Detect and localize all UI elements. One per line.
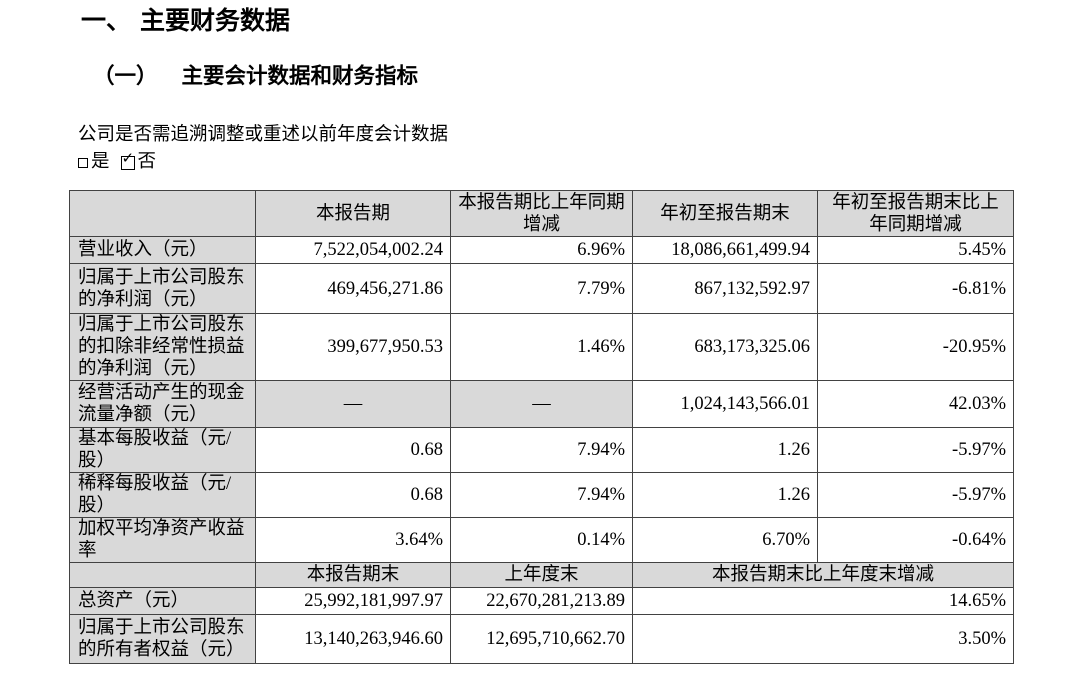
value-cell: 42.03% xyxy=(817,380,1014,428)
col-header-end-of-period: 本报告期末 xyxy=(255,562,451,588)
value-cell: 3.50% xyxy=(632,614,1014,664)
value-cell: 1,024,143,566.01 xyxy=(632,380,818,428)
value-cell: 469,456,271.86 xyxy=(255,263,451,314)
table-row-basic-eps: 基本每股收益（元/股） 0.68 7.94% 1.26 -5.97% xyxy=(69,427,1014,473)
option-yes: 是 xyxy=(78,151,110,174)
option-yes-label: 是 xyxy=(91,152,110,172)
col-header-ytd: 年初至报告期末 xyxy=(632,190,818,237)
value-cell: 22,670,281,213.89 xyxy=(450,587,633,615)
row-label: 总资产（元） xyxy=(69,587,256,615)
col-header-end-of-prev-year: 上年度末 xyxy=(450,562,633,588)
col-header-end-vs-prev-year-change: 本报告期末比上年度末增减 xyxy=(632,562,1014,588)
value-cell: 12,695,710,662.70 xyxy=(450,614,633,664)
option-no-label: 否 xyxy=(137,152,157,172)
row-label: 加权平均净资产收益率 xyxy=(69,517,256,563)
value-cell: 1.46% xyxy=(450,313,633,381)
section-number: 一、 xyxy=(81,8,132,35)
value-cell-dash: — xyxy=(255,380,451,428)
row-label: 稀释每股收益（元/股） xyxy=(69,472,256,518)
table-row-net-profit: 归属于上市公司股东的净利润（元） 469,456,271.86 7.79% 86… xyxy=(69,263,1014,314)
value-cell: 13,140,263,946.60 xyxy=(255,614,451,664)
value-cell: 6.96% xyxy=(450,236,633,264)
value-cell: 0.14% xyxy=(450,517,633,563)
section-title: 一、 主要财务数据 xyxy=(81,7,290,37)
restatement-options: 是 ✓ 否 xyxy=(78,150,157,174)
subsection-title-text: 主要会计数据和财务指标 xyxy=(181,64,419,88)
value-cell: 6.70% xyxy=(632,517,818,563)
row-label: 经营活动产生的现金流量净额（元） xyxy=(69,380,256,428)
col-header-blank xyxy=(69,562,256,588)
table-header-row-period: 本报告期 本报告期比上年同期增减 年初至报告期末 年初至报告期末比上年同期增减 xyxy=(69,190,1014,237)
value-cell: 25,992,181,997.97 xyxy=(255,587,451,615)
restatement-question: 公司是否需追溯调整或重述以前年度会计数据 xyxy=(78,125,449,145)
section-title-text: 主要财务数据 xyxy=(140,8,291,35)
table-header-row-balance: 本报告期末 上年度末 本报告期末比上年度末增减 xyxy=(69,562,1014,588)
value-cell: 1.26 xyxy=(632,472,818,518)
row-label: 归属于上市公司股东的扣除非经常性损益的净利润（元） xyxy=(69,313,256,381)
table-row-deducted-net-profit: 归属于上市公司股东的扣除非经常性损益的净利润（元） 399,677,950.53… xyxy=(69,313,1014,381)
value-cell: -6.81% xyxy=(817,263,1014,314)
value-cell: -20.95% xyxy=(817,313,1014,381)
col-header-period-yoy-change: 本报告期比上年同期增减 xyxy=(450,190,633,237)
value-cell: 7.94% xyxy=(450,427,633,473)
checkbox-unchecked-icon xyxy=(78,157,88,168)
value-cell-dash: — xyxy=(450,380,633,428)
value-cell: 0.68 xyxy=(255,427,451,473)
value-cell: 7.94% xyxy=(450,472,633,518)
table-row-total-assets: 总资产（元） 25,992,181,997.97 22,670,281,213.… xyxy=(69,587,1014,615)
value-cell: 683,173,325.06 xyxy=(632,313,818,381)
col-header-blank xyxy=(69,190,256,237)
value-cell: 0.68 xyxy=(255,472,451,518)
option-no: ✓ 否 xyxy=(120,150,157,174)
table-row-operating-cash-flow: 经营活动产生的现金流量净额（元） — — 1,024,143,566.01 42… xyxy=(69,380,1014,428)
value-cell: 7,522,054,002.24 xyxy=(255,236,451,264)
col-header-ytd-yoy-change: 年初至报告期末比上年同期增减 xyxy=(817,190,1014,237)
value-cell: -5.97% xyxy=(817,472,1014,518)
value-cell: 18,086,661,499.94 xyxy=(632,236,818,264)
check-mark-icon: ✓ xyxy=(121,148,135,167)
subsection-title: （一） 主要会计数据和财务指标 xyxy=(93,62,418,90)
table-row-weighted-avg-roe: 加权平均净资产收益率 3.64% 0.14% 6.70% -0.64% xyxy=(69,517,1014,563)
row-label: 营业收入（元） xyxy=(69,236,256,264)
subsection-number: （一） xyxy=(93,64,158,88)
key-financial-data-table: 本报告期 本报告期比上年同期增减 年初至报告期末 年初至报告期末比上年同期增减 … xyxy=(69,190,1014,664)
value-cell: 1.26 xyxy=(632,427,818,473)
value-cell: 7.79% xyxy=(450,263,633,314)
checkbox-checked-icon: ✓ xyxy=(120,150,135,170)
row-label: 基本每股收益（元/股） xyxy=(69,427,256,473)
table-row-owners-equity: 归属于上市公司股东的所有者权益（元） 13,140,263,946.60 12,… xyxy=(69,614,1014,664)
value-cell: -5.97% xyxy=(817,427,1014,473)
value-cell: 399,677,950.53 xyxy=(255,313,451,381)
col-header-current-period: 本报告期 xyxy=(255,190,451,237)
value-cell: 867,132,592.97 xyxy=(632,263,818,314)
row-label: 归属于上市公司股东的所有者权益（元） xyxy=(69,614,256,664)
value-cell: 5.45% xyxy=(817,236,1014,264)
table-row-revenue: 营业收入（元） 7,522,054,002.24 6.96% 18,086,66… xyxy=(69,236,1014,264)
value-cell: 3.64% xyxy=(255,517,451,563)
table-row-diluted-eps: 稀释每股收益（元/股） 0.68 7.94% 1.26 -5.97% xyxy=(69,472,1014,518)
value-cell: -0.64% xyxy=(817,517,1014,563)
row-label: 归属于上市公司股东的净利润（元） xyxy=(69,263,256,314)
value-cell: 14.65% xyxy=(632,587,1014,615)
